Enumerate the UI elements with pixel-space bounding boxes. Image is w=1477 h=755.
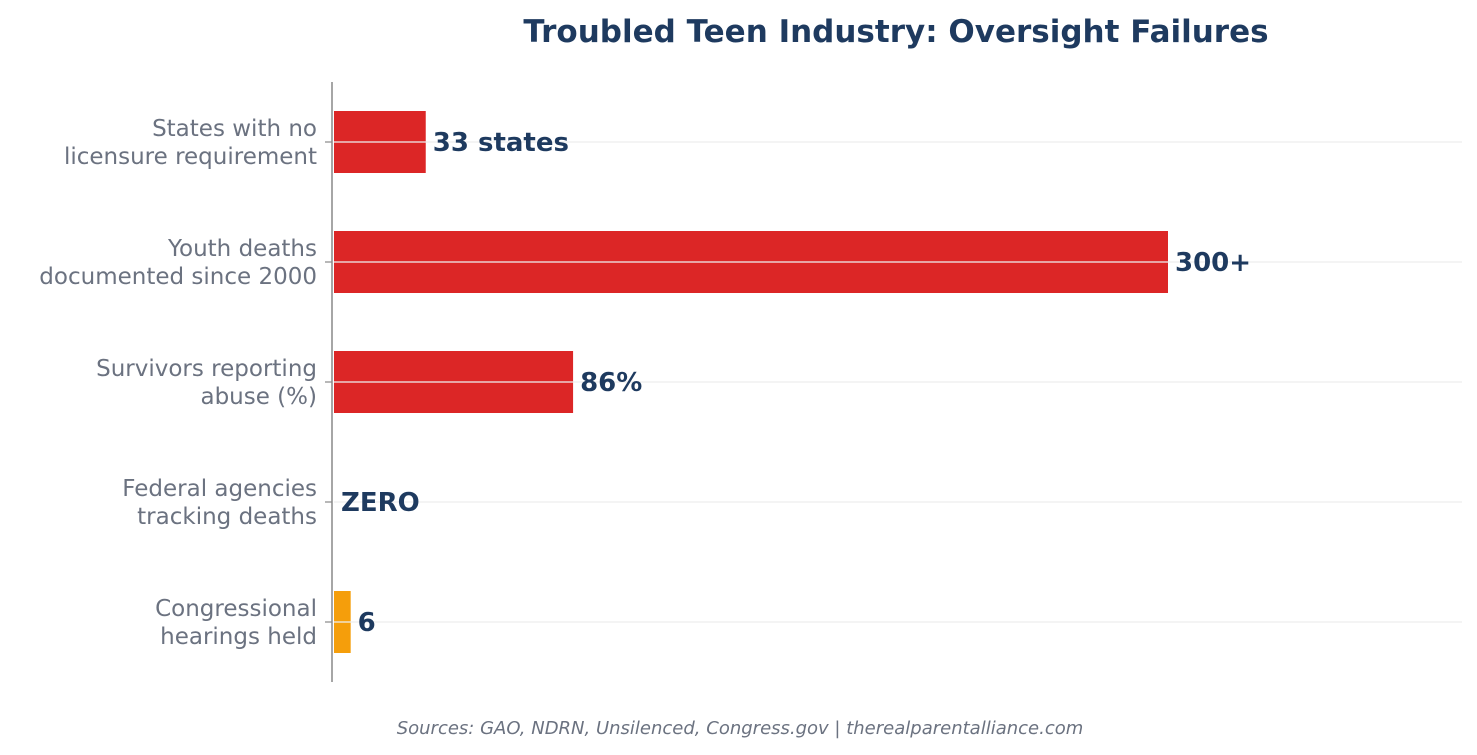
- value-label-3: ZERO: [341, 488, 420, 518]
- category-label-0: States with no licensure requirement: [64, 116, 317, 170]
- category-label-1: Youth deaths documented since 2000: [39, 236, 317, 290]
- value-label-0: 33 states: [433, 128, 569, 158]
- label-layer: States with no licensure requirement 33 st…: [39, 116, 1462, 650]
- chart-title: Troubled Teen Industry: Oversight Failur…: [523, 14, 1268, 50]
- value-label-4: 6: [358, 608, 376, 638]
- category-label-3: Federal agencies tracking deaths: [122, 476, 317, 530]
- value-label-1: 300+: [1175, 248, 1251, 278]
- axis-layer: [325, 82, 333, 682]
- category-label-2: Survivors reporting abuse (%): [96, 356, 317, 410]
- chart-source: Sources: GAO, NDRN, Unsilenced, Congress…: [397, 718, 1084, 739]
- category-label-4: Congressional hearings held: [155, 596, 317, 650]
- value-label-2: 86%: [580, 368, 642, 398]
